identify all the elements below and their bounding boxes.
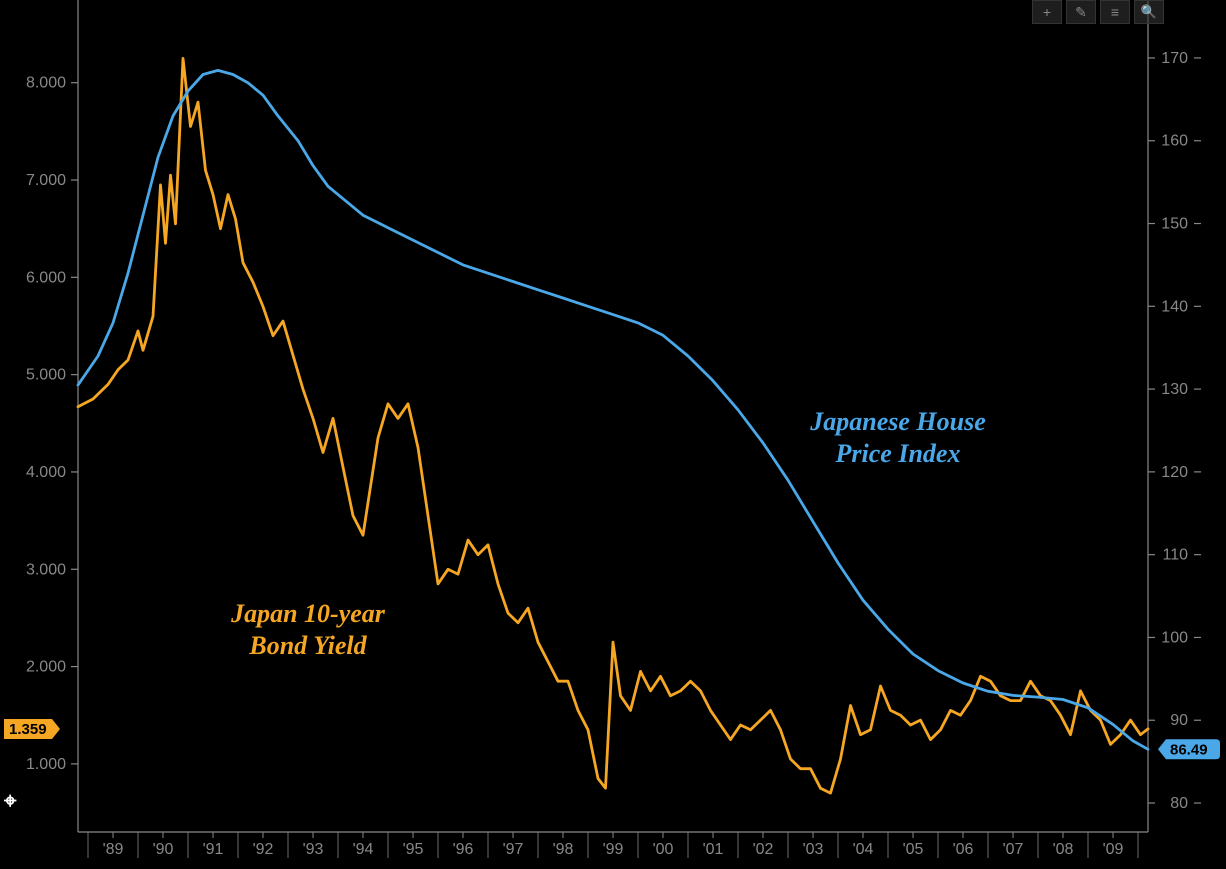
left-axis-tick-label: 5.000 <box>26 367 66 384</box>
right-axis-tick-label: 120 <box>1161 464 1188 481</box>
right-axis-tick-label: 140 <box>1161 298 1188 315</box>
right-current-value: 86.49 <box>1170 741 1208 758</box>
right-axis-tick-label: 100 <box>1161 629 1188 646</box>
left-axis-tick-label: 6.000 <box>26 269 66 286</box>
right-axis-tick-label: 80 <box>1170 795 1188 812</box>
x-axis-tick-label: '91 <box>203 841 224 858</box>
right-axis-tick-label: 160 <box>1161 133 1188 150</box>
right-axis-tick-label: 170 <box>1161 50 1188 67</box>
x-axis-tick-label: '96 <box>453 841 474 858</box>
series-label-bond_yield: Japan 10-yearBond Yield <box>230 599 386 660</box>
x-axis-tick-label: '09 <box>1103 841 1124 858</box>
right-axis-tick-label: 110 <box>1162 547 1188 564</box>
left-axis-tick-label: 1.000 <box>26 756 66 773</box>
series-label-house_price: Japanese HousePrice Index <box>809 407 986 468</box>
x-axis-tick-label: '08 <box>1053 841 1074 858</box>
right-axis-tick-label: 90 <box>1170 712 1188 729</box>
list-icon[interactable]: ≡ <box>1100 0 1130 24</box>
x-axis-tick-label: '98 <box>553 841 574 858</box>
x-axis-tick-label: '01 <box>703 841 724 858</box>
x-axis-tick-label: '92 <box>253 841 274 858</box>
search-icon[interactable]: 🔍 <box>1134 0 1164 24</box>
x-axis-tick-label: '03 <box>803 841 824 858</box>
x-axis-tick-label: '04 <box>853 841 874 858</box>
x-axis-tick-label: '02 <box>753 841 774 858</box>
x-axis-tick-label: '90 <box>153 841 174 858</box>
left-axis-tick-label: 4.000 <box>26 464 66 481</box>
series-bond_yield <box>78 58 1148 793</box>
right-axis-tick-label: 150 <box>1161 216 1188 233</box>
x-axis-tick-label: '89 <box>103 841 124 858</box>
chart-svg: 1.000 2.000 3.000 4.000 5.000 6.000 7.000 8.000… <box>0 0 1226 869</box>
lens-icon[interactable]: ⌖ <box>4 788 16 814</box>
x-axis-tick-label: '05 <box>903 841 924 858</box>
left-axis-tick-label: 8.000 <box>26 75 66 92</box>
x-axis-tick-label: '94 <box>353 841 374 858</box>
x-axis-tick-label: '07 <box>1003 841 1024 858</box>
right-axis-tick-label: 130 <box>1161 381 1188 398</box>
x-axis-tick-label: '95 <box>403 841 424 858</box>
left-current-value: 1.359 <box>9 721 47 738</box>
left-axis-tick-label: 3.000 <box>26 561 66 578</box>
chart-toolbar: + ✎ ≡ 🔍 <box>1032 0 1164 24</box>
draw-icon[interactable]: ✎ <box>1066 0 1096 24</box>
x-axis-tick-label: '93 <box>303 841 324 858</box>
add-icon[interactable]: + <box>1032 0 1062 24</box>
chart-container: + ✎ ≡ 🔍 ⌖ 1.000 2.000 3.000 4.000 5.000 6.000… <box>0 0 1226 869</box>
x-axis-tick-label: '99 <box>603 841 624 858</box>
x-axis-tick-label: '06 <box>953 841 974 858</box>
left-axis-tick-label: 2.000 <box>26 659 66 676</box>
x-axis-tick-label: '00 <box>653 841 674 858</box>
left-axis-tick-label: 7.000 <box>26 172 66 189</box>
x-axis-tick-label: '97 <box>503 841 524 858</box>
